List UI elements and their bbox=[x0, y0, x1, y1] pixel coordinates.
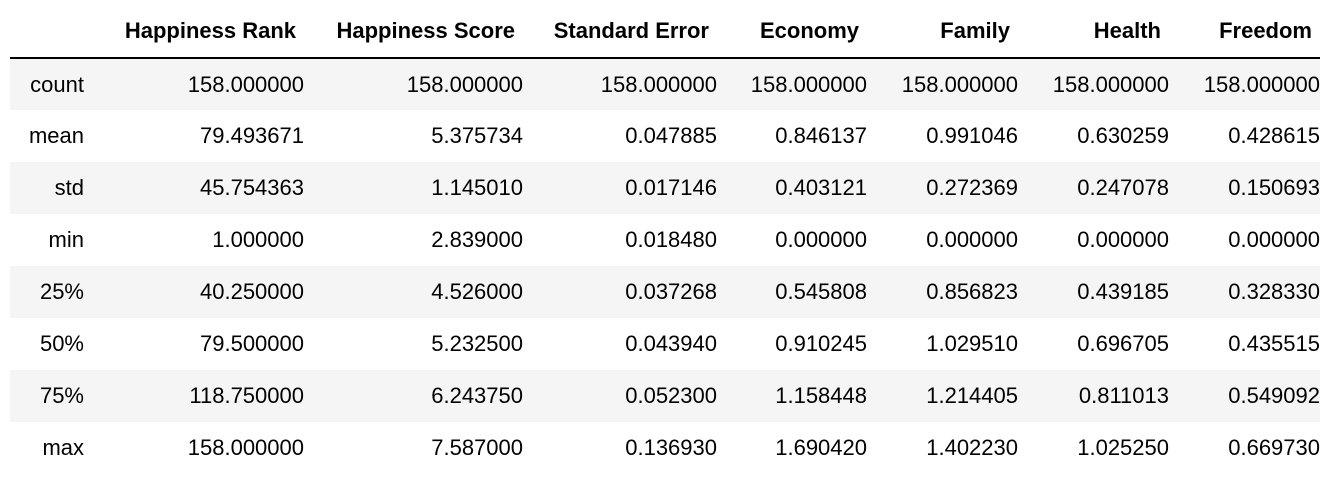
cell-health: 0.630259 bbox=[1077, 123, 1169, 148]
cell-family: 0.000000 bbox=[926, 227, 1018, 252]
row-label: 50% bbox=[39, 331, 84, 356]
cell-happiness-score: 5.232500 bbox=[431, 331, 523, 356]
cell-happiness-score: 7.587000 bbox=[431, 435, 523, 460]
cell-health: 1.025250 bbox=[1077, 435, 1169, 460]
cell-health: 158.000000 bbox=[1052, 71, 1169, 97]
column-header-family: Family bbox=[867, 5, 1018, 59]
cell-freedom: 0.669730 bbox=[1228, 435, 1320, 460]
cell-freedom: 0.000000 bbox=[1228, 227, 1320, 252]
row-label: mean bbox=[28, 123, 84, 148]
cell-standard-error: 0.017146 bbox=[625, 175, 717, 200]
column-header-health: Health bbox=[1018, 5, 1169, 59]
table-header: Happiness Rank Happiness Score Standard … bbox=[10, 5, 1320, 59]
cell-family: 1.402230 bbox=[926, 435, 1018, 460]
header-row: Happiness Rank Happiness Score Standard … bbox=[10, 5, 1320, 59]
table-row: 75% 118.750000 6.243750 0.052300 1.158448 1.2… bbox=[10, 370, 1320, 422]
table-row: 50% 79.500000 5.232500 0.043940 0.910245 1.02… bbox=[10, 318, 1320, 370]
row-label: count bbox=[30, 71, 84, 97]
cell-freedom: 0.328330 bbox=[1228, 279, 1320, 304]
cell-economy: 1.690420 bbox=[775, 435, 867, 460]
cell-economy: 1.158448 bbox=[775, 383, 867, 408]
column-header-happiness-score: Happiness Score bbox=[304, 5, 523, 59]
cell-freedom: 0.435515 bbox=[1228, 331, 1320, 356]
row-label: min bbox=[48, 227, 84, 252]
cell-health: 0.696705 bbox=[1077, 331, 1169, 356]
cell-family: 1.029510 bbox=[926, 331, 1018, 356]
cell-health: 0.247078 bbox=[1077, 175, 1169, 200]
cell-standard-error: 158.000000 bbox=[600, 71, 717, 97]
table-row: count 158.000000 158.000000 158.000000 158.0… bbox=[10, 58, 1320, 110]
cell-health: 0.439185 bbox=[1077, 279, 1169, 304]
cell-happiness-rank: 79.500000 bbox=[200, 331, 304, 356]
cell-happiness-rank: 79.493671 bbox=[200, 123, 304, 148]
table-row: mean 79.493671 5.375734 0.047885 0.846137 0.9… bbox=[10, 110, 1320, 162]
cell-family: 0.272369 bbox=[926, 175, 1018, 200]
describe-table-container: Happiness Rank Happiness Score Standard … bbox=[10, 5, 1320, 474]
column-header-economy: Economy bbox=[717, 5, 867, 59]
cell-happiness-score: 1.145010 bbox=[431, 175, 523, 200]
cell-happiness-score: 5.375734 bbox=[431, 123, 523, 148]
table-row: std 45.754363 1.145010 0.017146 0.403121 0.27… bbox=[10, 162, 1320, 214]
cell-happiness-rank: 158.000000 bbox=[187, 71, 304, 97]
table-row: max 158.000000 7.587000 0.136930 1.690420 1.4… bbox=[10, 422, 1320, 474]
row-label: 75% bbox=[39, 383, 84, 408]
cell-health: 0.000000 bbox=[1077, 227, 1169, 252]
row-label: std bbox=[54, 175, 84, 200]
cell-standard-error: 0.136930 bbox=[625, 435, 717, 460]
cell-freedom: 0.150693 bbox=[1228, 175, 1320, 200]
column-header-standard-error: Standard Error bbox=[523, 5, 717, 59]
cell-family: 1.214405 bbox=[926, 383, 1018, 408]
cell-happiness-score: 6.243750 bbox=[431, 383, 523, 408]
cell-freedom: 158.000000 bbox=[1203, 71, 1320, 97]
table-body: count 158.000000 158.000000 158.000000 158.0… bbox=[10, 58, 1320, 474]
cell-freedom: 0.549092 bbox=[1228, 383, 1320, 408]
cell-standard-error: 0.052300 bbox=[625, 383, 717, 408]
cell-economy: 0.846137 bbox=[775, 123, 867, 148]
cell-happiness-rank: 158.000000 bbox=[187, 435, 304, 460]
cell-happiness-rank: 1.000000 bbox=[212, 227, 304, 252]
cell-economy: 0.000000 bbox=[775, 227, 867, 252]
cell-economy: 158.000000 bbox=[750, 71, 867, 97]
cell-economy: 0.403121 bbox=[775, 175, 867, 200]
column-header-index bbox=[10, 5, 110, 59]
cell-family: 158.000000 bbox=[901, 71, 1018, 97]
describe-table: Happiness Rank Happiness Score Standard … bbox=[10, 5, 1320, 474]
cell-happiness-score: 158.000000 bbox=[406, 71, 523, 97]
cell-happiness-rank: 118.750000 bbox=[189, 383, 304, 408]
cell-health: 0.811013 bbox=[1078, 383, 1169, 408]
cell-economy: 0.910245 bbox=[775, 331, 867, 356]
column-header-happiness-rank: Happiness Rank bbox=[110, 5, 304, 59]
cell-economy: 0.545808 bbox=[775, 279, 867, 304]
cell-happiness-score: 2.839000 bbox=[431, 227, 523, 252]
column-header-freedom: Freedom bbox=[1169, 5, 1320, 59]
cell-family: 0.991046 bbox=[926, 123, 1018, 148]
cell-happiness-rank: 40.250000 bbox=[200, 279, 304, 304]
row-label: max bbox=[42, 435, 84, 460]
cell-freedom: 0.428615 bbox=[1228, 123, 1320, 148]
cell-happiness-score: 4.526000 bbox=[431, 279, 523, 304]
cell-happiness-rank: 45.754363 bbox=[200, 175, 304, 200]
cell-standard-error: 0.018480 bbox=[625, 227, 717, 252]
cell-standard-error: 0.047885 bbox=[625, 123, 717, 148]
cell-standard-error: 0.043940 bbox=[625, 331, 717, 356]
table-row: min 1.000000 2.839000 0.018480 0.000000 0.000… bbox=[10, 214, 1320, 266]
cell-standard-error: 0.037268 bbox=[625, 279, 717, 304]
cell-family: 0.856823 bbox=[926, 279, 1018, 304]
table-row: 25% 40.250000 4.526000 0.037268 0.545808 0.85… bbox=[10, 266, 1320, 318]
row-label: 25% bbox=[39, 279, 84, 304]
